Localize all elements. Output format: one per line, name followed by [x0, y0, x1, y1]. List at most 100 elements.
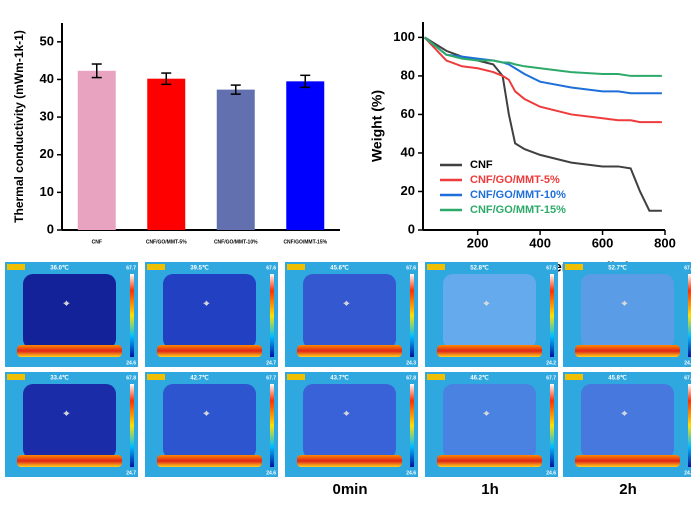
- scale-max: 67.5: [546, 265, 556, 271]
- crosshair: ⌖: [621, 409, 628, 420]
- thermal-sample: [23, 384, 116, 459]
- scale-max: 67.7: [266, 375, 276, 381]
- scale-max: 67.8: [126, 375, 136, 381]
- thermal-scale: [410, 274, 414, 357]
- crosshair: ⌖: [343, 299, 350, 310]
- time-label: 1h: [481, 481, 499, 498]
- scale-min: 24.6: [126, 360, 136, 366]
- thermal-scale: [688, 384, 691, 467]
- y-tick-label: 80: [401, 67, 415, 82]
- spot-temp: 45.8℃: [608, 375, 627, 382]
- y-tick-label: 40: [40, 71, 54, 86]
- thermal-scale: [270, 384, 274, 467]
- thermal-scale: [130, 274, 134, 357]
- scale-min: 24.3: [406, 360, 416, 366]
- y-tick-label: 20: [40, 146, 54, 161]
- time-label: 0min: [332, 481, 367, 498]
- x-tick-label: CNF/GO/MMT-5%: [146, 239, 187, 245]
- thermal-scale: [410, 384, 414, 467]
- thermal-heater: [575, 455, 680, 467]
- scale-min: 24.4: [684, 360, 691, 366]
- y-axis-label: Weight (%): [369, 90, 385, 162]
- x-tick-label: 800: [654, 235, 676, 250]
- legend-label: CNF/GO/MMT-5%: [470, 174, 560, 186]
- thermal-sample: [163, 384, 256, 459]
- thermal-heater: [575, 345, 680, 357]
- error-bar: [161, 72, 172, 86]
- spot-temp: 46.2℃: [470, 375, 489, 382]
- thermal-scale: [270, 274, 274, 357]
- error-bar: [230, 84, 241, 95]
- x-tick-label: 400: [529, 235, 551, 250]
- scale-min: 24.6: [266, 470, 276, 476]
- brand-box: [565, 264, 583, 270]
- x-tick-label: 600: [592, 235, 614, 250]
- crosshair: ⌖: [343, 409, 350, 420]
- thermal-heater: [437, 455, 542, 467]
- thermal-sample: [443, 384, 536, 459]
- thermal-heater: [17, 345, 122, 357]
- bar: [286, 81, 325, 230]
- crosshair: ⌖: [63, 409, 70, 420]
- crosshair: ⌖: [621, 299, 628, 310]
- thermal-scale: [550, 384, 554, 467]
- line: [423, 36, 662, 124]
- scale-min: 24.7: [266, 360, 276, 366]
- brand-box: [427, 264, 445, 270]
- thermal-scale: [130, 384, 134, 467]
- scale-min: 24.7: [126, 470, 136, 476]
- brand-box: [287, 374, 305, 380]
- y-tick-label: 100: [393, 29, 415, 44]
- scale-max: 67.6: [406, 265, 416, 271]
- y-tick-label: 30: [40, 109, 54, 124]
- spot-temp: 33.4℃: [50, 375, 69, 382]
- scale-max: 67.8: [406, 375, 416, 381]
- legend-label: CNF/GO/MMT-10%: [470, 189, 566, 201]
- brand-box: [565, 374, 583, 380]
- crosshair: ⌖: [483, 299, 490, 310]
- scale-min: 24.6: [684, 470, 691, 476]
- x-tick-label: 200: [467, 235, 489, 250]
- y-tick-label: 50: [40, 33, 54, 48]
- bar: [77, 70, 116, 230]
- scale-max: 67.7: [546, 375, 556, 381]
- crosshair: ⌖: [203, 409, 210, 420]
- error-bar: [300, 74, 311, 89]
- scale-max: 67.7: [126, 265, 136, 271]
- y-tick-label: 0: [47, 221, 54, 236]
- scale-max: 67.7: [684, 265, 691, 271]
- thermal-heater: [157, 345, 262, 357]
- y-tick-label: 20: [401, 183, 415, 198]
- spot-temp: 52.8℃: [470, 265, 489, 272]
- thermal-heater: [17, 455, 122, 467]
- thermal-sample: [581, 384, 674, 459]
- brand-box: [287, 264, 305, 270]
- thermal-sample: [23, 274, 116, 349]
- thermal-heater: [297, 455, 402, 467]
- time-label: 2h: [619, 481, 637, 498]
- spot-temp: 39.5℃: [190, 265, 209, 272]
- bar: [216, 89, 255, 230]
- thermal-sample: [443, 274, 536, 349]
- crosshair: ⌖: [63, 299, 70, 310]
- y-tick-label: 0: [408, 221, 415, 236]
- spot-temp: 43.7℃: [330, 375, 349, 382]
- crosshair: ⌖: [203, 299, 210, 310]
- scale-min: 24.6: [406, 470, 416, 476]
- scale-max: 67.6: [266, 265, 276, 271]
- thermal-heater: [157, 455, 262, 467]
- thermal-heater: [437, 345, 542, 357]
- thermal-heater: [297, 345, 402, 357]
- x-tick-label: CNF/GO/MMT-15%: [283, 239, 327, 245]
- thermal-sample: [303, 274, 396, 349]
- y-tick-label: 10: [40, 184, 54, 199]
- y-axis-label: Thermal conductivity (mWm-1k-1): [12, 30, 26, 223]
- thermal-scale: [550, 274, 554, 357]
- thermal-sample: [581, 274, 674, 349]
- brand-box: [7, 264, 25, 270]
- crosshair: ⌖: [483, 409, 490, 420]
- scale-max: 67.7: [684, 375, 691, 381]
- scale-min: 24.2: [546, 360, 556, 366]
- thermal-scale: [688, 274, 691, 357]
